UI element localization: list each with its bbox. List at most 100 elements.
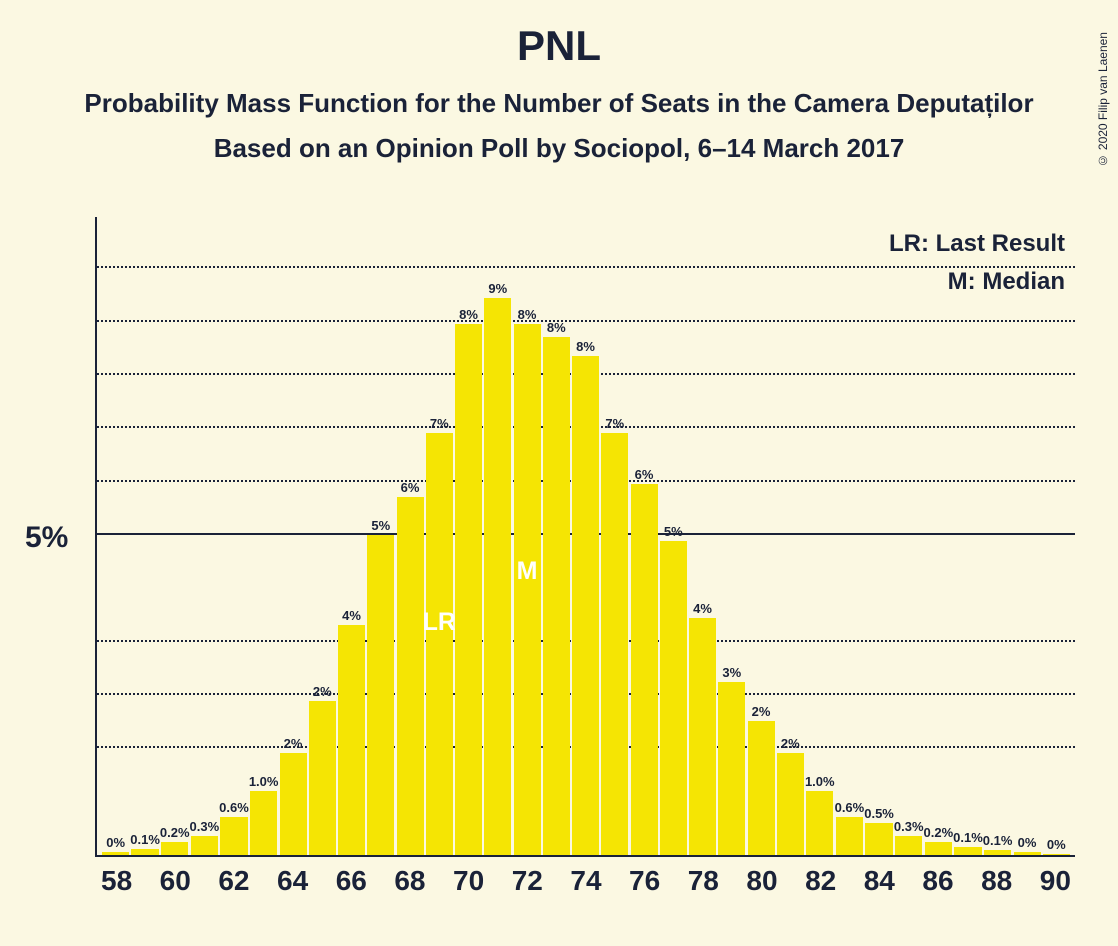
bar-value-label: 4%: [693, 601, 712, 616]
bar-value-label: 7%: [430, 416, 449, 431]
x-tick: [484, 865, 512, 897]
x-tick: [132, 865, 160, 897]
bar-value-label: 0.5%: [864, 806, 894, 821]
bar-rect: [367, 535, 394, 855]
bar-rect: [309, 701, 336, 855]
bar-value-label: 2%: [781, 736, 800, 751]
bar-rect: [543, 337, 570, 855]
x-tick: 74: [570, 865, 601, 897]
bar-rect: M: [514, 324, 541, 855]
bar-64: 2%: [278, 217, 307, 855]
x-tick: [426, 865, 454, 897]
x-tick: [250, 865, 278, 897]
plot-region: 0%0.1%0.2%0.3%0.6%1.0%2%2%4%5%6%7%LR8%9%…: [95, 217, 1075, 857]
bar-81: 2%: [776, 217, 805, 855]
x-tick: 58: [101, 865, 132, 897]
bar-rect: [836, 817, 863, 855]
chart-area: LR: Last Result M: Median 0%0.1%0.2%0.3%…: [95, 217, 1075, 857]
x-tick: 90: [1040, 865, 1071, 897]
bar-value-label: 0.1%: [953, 830, 983, 845]
bar-rect: [455, 324, 482, 855]
bar-rect: [718, 682, 745, 855]
bar-value-label: 6%: [635, 467, 654, 482]
bar-marker-m: M: [517, 557, 538, 586]
bar-88: 0.1%: [983, 217, 1013, 855]
bar-rect: [1014, 852, 1041, 855]
x-tick: 62: [218, 865, 249, 897]
bar-value-label: 1.0%: [249, 774, 279, 789]
bar-value-label: 2%: [284, 736, 303, 751]
bar-89: 0%: [1012, 217, 1041, 855]
bar-83: 0.6%: [835, 217, 865, 855]
x-tick: 78: [688, 865, 719, 897]
bar-rect: [280, 753, 307, 855]
bar-74: 8%: [571, 217, 600, 855]
chart-subtitle-1: Probability Mass Function for the Number…: [0, 88, 1118, 119]
bar-71: 9%: [483, 217, 512, 855]
x-tick: [543, 865, 571, 897]
bar-65: 2%: [308, 217, 337, 855]
copyright-text: © 2020 Filip van Laenen: [1096, 32, 1110, 167]
bar-rect: [925, 842, 952, 855]
bar-69: 7% LR: [425, 217, 454, 855]
x-tick: [719, 865, 747, 897]
bar-60: 0.2%: [160, 217, 190, 855]
x-tick: 86: [922, 865, 953, 897]
bar-rect: [748, 721, 775, 855]
bar-73: 8%: [542, 217, 571, 855]
bar-value-label: 0%: [1018, 835, 1037, 850]
bar-76: 6%: [629, 217, 658, 855]
x-tick: [895, 865, 923, 897]
bar-77: 5%: [659, 217, 688, 855]
bar-rect: LR: [426, 433, 453, 855]
x-tick: 60: [160, 865, 191, 897]
x-tick: [367, 865, 395, 897]
bar-82: 1.0%: [805, 217, 835, 855]
bar-63: 1.0%: [249, 217, 279, 855]
bar-84: 0.5%: [864, 217, 894, 855]
x-tick: [308, 865, 336, 897]
bar-value-label: 5%: [371, 518, 390, 533]
bar-rect: [777, 753, 804, 855]
bar-value-label: 0.6%: [219, 800, 249, 815]
bar-rect: [601, 433, 628, 855]
bar-rect: [631, 484, 658, 855]
bar-72: 8%M: [512, 217, 541, 855]
bar-value-label: 8%: [459, 307, 478, 322]
bar-80: 2%: [746, 217, 775, 855]
bar-rect: [660, 541, 687, 855]
bar-rect: [484, 298, 511, 855]
bar-value-label: 4%: [342, 608, 361, 623]
bar-value-label: 9%: [488, 281, 507, 296]
bar-value-label: 7%: [605, 416, 624, 431]
x-tick: 84: [864, 865, 895, 897]
bar-75: 7%: [600, 217, 629, 855]
bar-68: 6%: [395, 217, 424, 855]
bar-90: 0%: [1042, 217, 1071, 855]
bars-container: 0%0.1%0.2%0.3%0.6%1.0%2%2%4%5%6%7%LR8%9%…: [97, 217, 1075, 855]
x-tick: [660, 865, 688, 897]
bar-rect: [220, 817, 247, 855]
bar-79: 3%: [717, 217, 746, 855]
bar-78: 4%: [688, 217, 717, 855]
bar-value-label: 0.1%: [983, 833, 1013, 848]
bar-value-label: 0.3%: [190, 819, 220, 834]
y-axis-tick-label: 5%: [25, 521, 68, 555]
bar-value-label: 0%: [1047, 837, 1066, 852]
bar-59: 0.1%: [130, 217, 160, 855]
x-tick: [836, 865, 864, 897]
bar-value-label: 8%: [576, 339, 595, 354]
bar-rect: [865, 823, 892, 855]
x-axis-ticks: 5860626466687072747678808284868890: [97, 865, 1075, 897]
bar-rect: [191, 836, 218, 855]
bar-rect: [572, 356, 599, 855]
bar-rect: [397, 497, 424, 855]
bar-85: 0.3%: [894, 217, 924, 855]
x-tick: 82: [805, 865, 836, 897]
bar-value-label: 2%: [752, 704, 771, 719]
bar-value-label: 3%: [722, 665, 741, 680]
x-tick: 80: [746, 865, 777, 897]
bar-61: 0.3%: [190, 217, 220, 855]
bar-value-label: 0.1%: [130, 832, 160, 847]
bar-value-label: 0.2%: [924, 825, 954, 840]
